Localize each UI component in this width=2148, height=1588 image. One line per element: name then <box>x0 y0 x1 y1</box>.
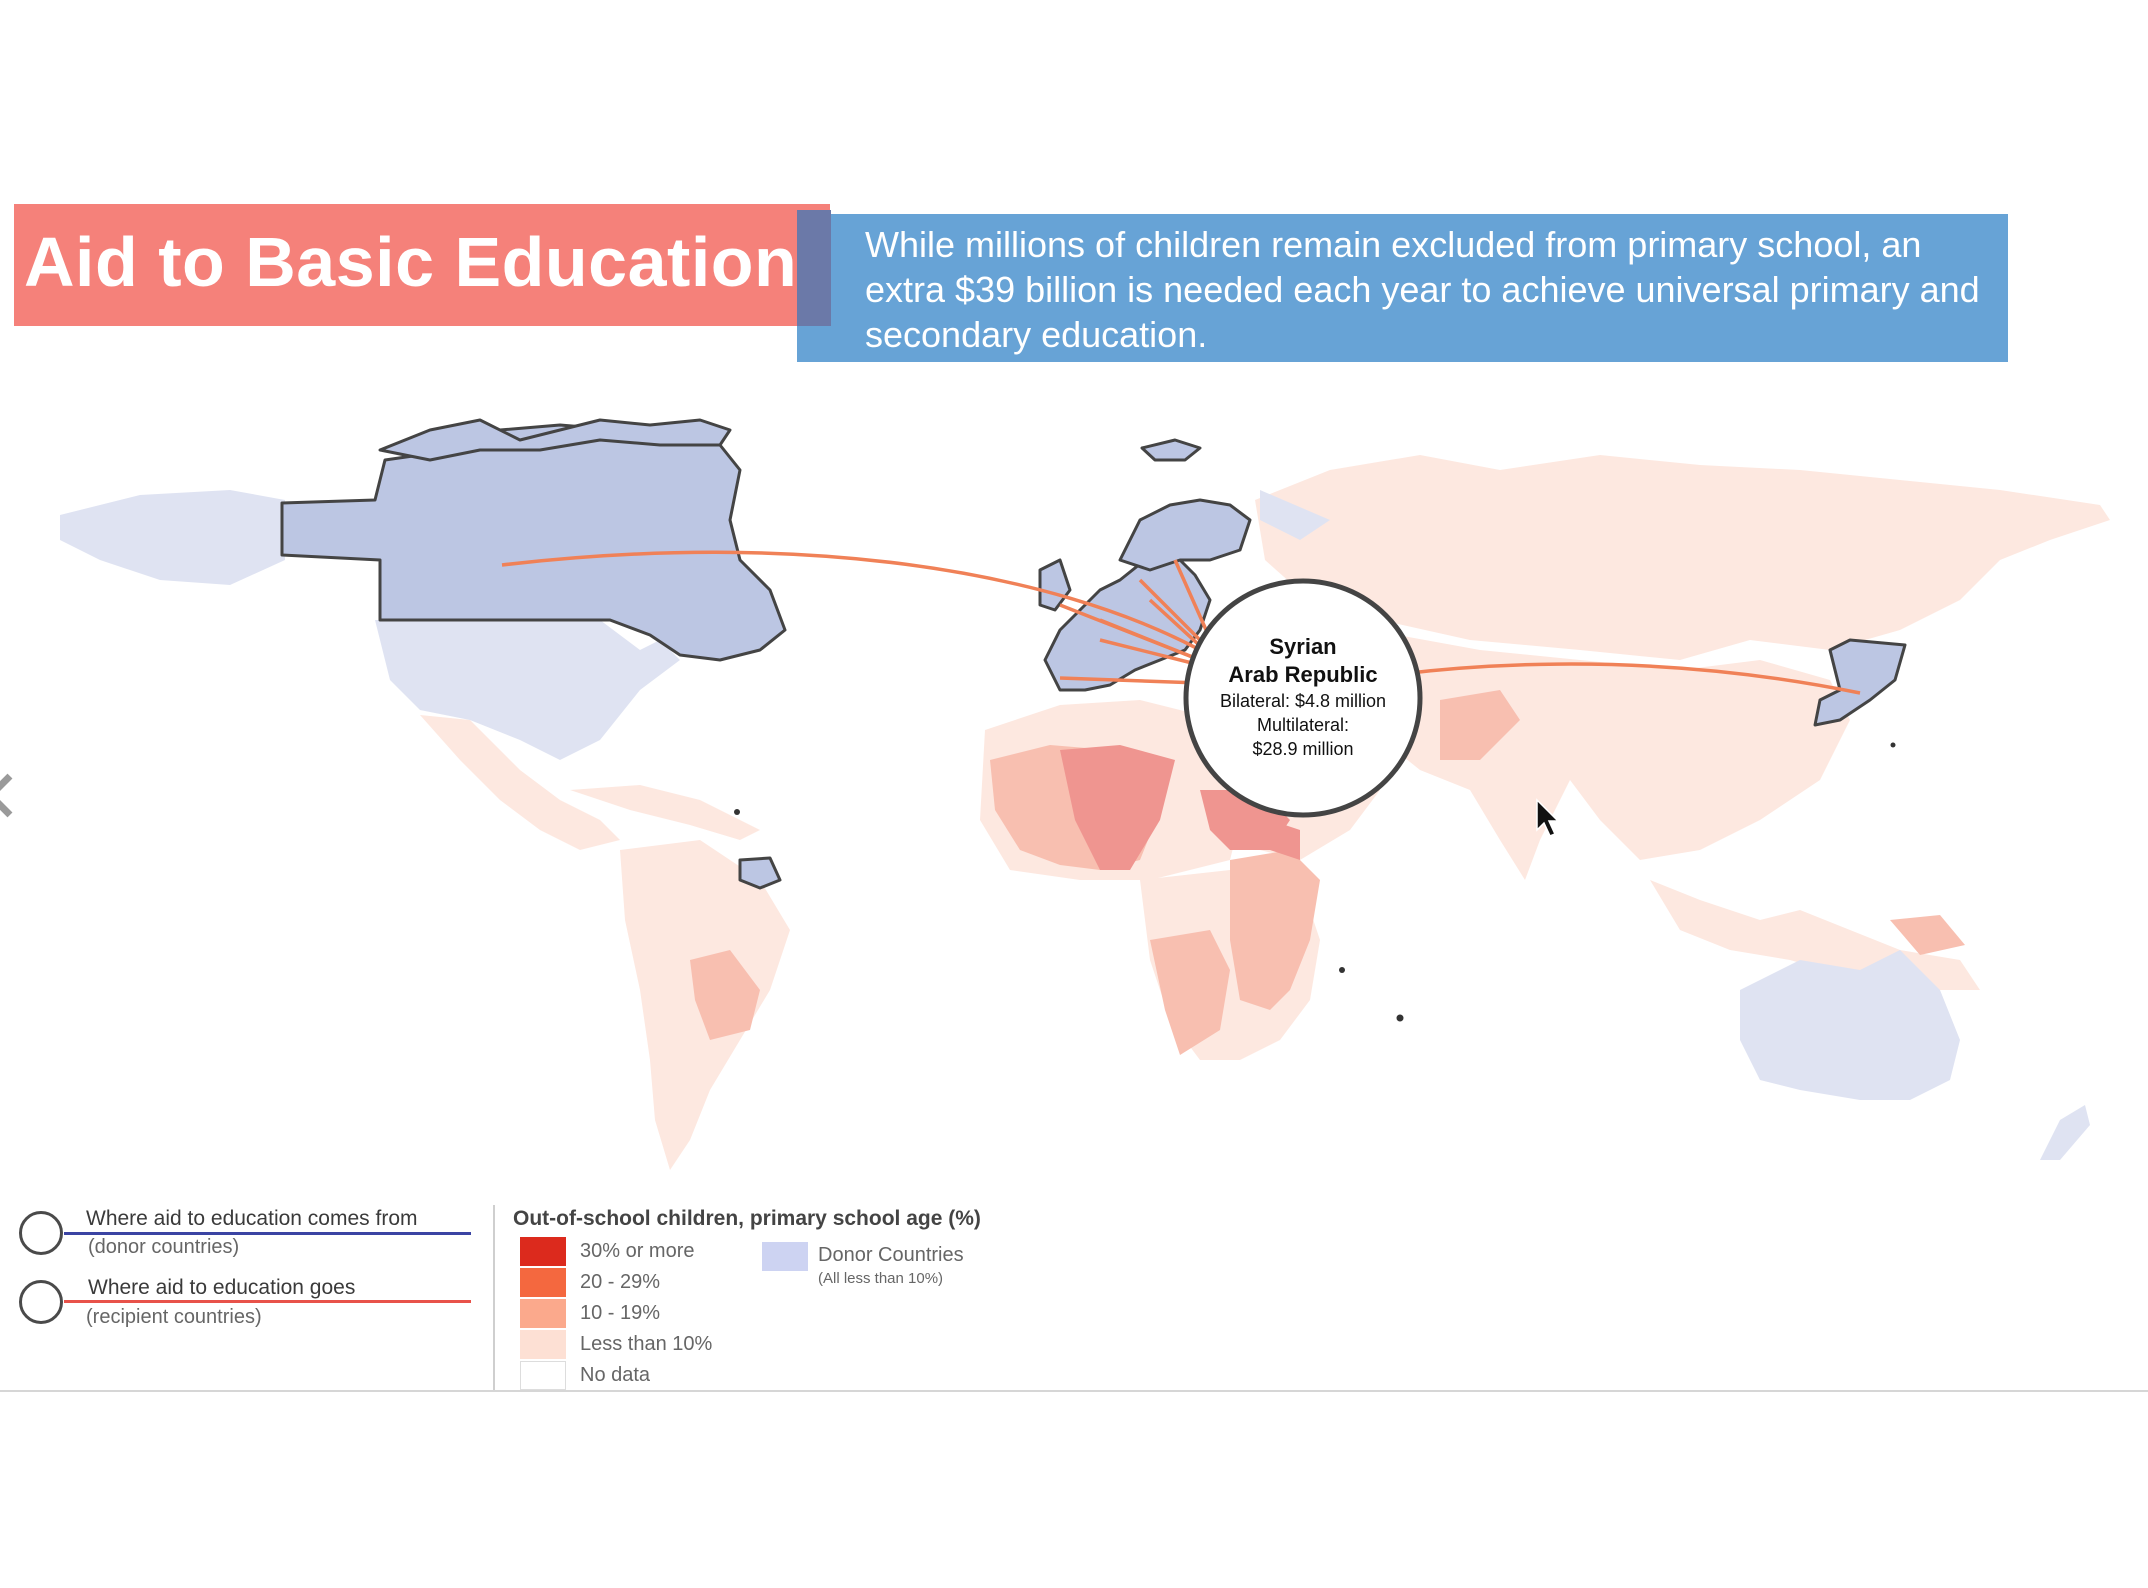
tooltip-syria: Syrian Arab Republic Bilateral: $4.8 mil… <box>1183 578 1423 818</box>
intro-banner <box>797 214 2008 362</box>
region-sahel <box>1060 745 1175 870</box>
region-pakistan <box>1440 690 1520 760</box>
swatch-30-label: 30% or more <box>580 1240 695 1262</box>
donor-ring-icon <box>19 1211 63 1255</box>
country-europe <box>1043 553 1212 692</box>
swatch-30 <box>520 1237 566 1266</box>
country-caribbean-donor <box>738 856 782 890</box>
bottom-divider <box>0 1390 2148 1392</box>
country-canada-islands <box>378 418 732 462</box>
country-usa <box>375 620 680 760</box>
country-scandinavia <box>1118 498 1252 572</box>
legend-from-underline <box>64 1232 471 1235</box>
donor-regions <box>60 490 2090 1160</box>
swatch-20-label: 20 - 29% <box>580 1271 661 1293</box>
world-map[interactable]: Syrian Arab Republic Bilateral: $4.8 mil… <box>0 380 2148 1200</box>
flow-europe-6 <box>1099 638 1201 667</box>
legend-key-title: Out-of-school children, primary school a… <box>513 1207 981 1230</box>
donor-label: Donor Countries <box>818 1244 964 1266</box>
cursor-arrow-icon <box>1536 798 1560 837</box>
donor-sub: (All less than 10%) <box>818 1270 944 1287</box>
legend-goes-underline <box>64 1300 471 1303</box>
swatch-10-label: 10 - 19% <box>580 1302 661 1324</box>
country-russia-north <box>1260 490 1330 540</box>
flow-europe-2 <box>1099 618 1201 662</box>
swatch-less10 <box>520 1330 566 1359</box>
tooltip-multilateral-value: $28.9 million <box>1252 739 1353 759</box>
tooltip-bilateral: Bilateral: $4.8 million <box>1220 691 1386 711</box>
legend-from-sub: (donor countries) <box>88 1236 240 1258</box>
region-central-america <box>420 715 620 850</box>
legend-from-title: Where aid to education comes from <box>86 1207 418 1230</box>
swatch-20 <box>520 1268 566 1297</box>
legend-goes-sub: (recipient countries) <box>86 1306 262 1328</box>
country-alaska <box>60 490 285 585</box>
region-horn <box>1270 820 1300 860</box>
legend-separator <box>493 1205 495 1390</box>
region-caribbean <box>570 785 760 840</box>
region-asia <box>1340 630 1850 880</box>
banner-overlap <box>797 210 831 326</box>
flow-canada <box>501 550 1201 652</box>
country-japan <box>1813 638 1907 727</box>
swatch-donor <box>762 1242 808 1271</box>
region-greenland <box>680 440 920 575</box>
tooltip-multilateral-label: Multilateral: <box>1257 715 1349 735</box>
country-uk <box>1038 558 1072 612</box>
country-russia <box>1255 455 2110 660</box>
intro-text: While millions of children remain exclud… <box>865 224 1980 355</box>
region-angola <box>1150 930 1230 1055</box>
legend-goes-title: Where aid to education goes <box>88 1276 356 1299</box>
country-australia <box>1740 950 1960 1100</box>
island-dots <box>734 742 1896 1022</box>
region-east-africa <box>1230 850 1320 1010</box>
flow-europe-3 <box>1138 578 1212 652</box>
region-png <box>1890 915 1965 955</box>
flow-europe-7 <box>1059 676 1201 685</box>
swatch-nodata-label: No data <box>580 1364 651 1386</box>
recipient-ring-icon <box>19 1280 63 1324</box>
swatch-less10-label: Less than 10% <box>580 1333 713 1355</box>
region-argentina-part <box>690 950 760 1040</box>
page-title: Aid to Basic Education <box>24 223 798 301</box>
tooltip-name-2: Arab Republic <box>1228 662 1377 687</box>
title-banner <box>14 204 830 326</box>
tooltip-name-1: Syrian <box>1269 634 1336 659</box>
country-iceland <box>1140 438 1202 462</box>
country-new-zealand <box>2040 1105 2090 1160</box>
swatch-10 <box>520 1299 566 1328</box>
swatch-nodata <box>520 1361 566 1390</box>
